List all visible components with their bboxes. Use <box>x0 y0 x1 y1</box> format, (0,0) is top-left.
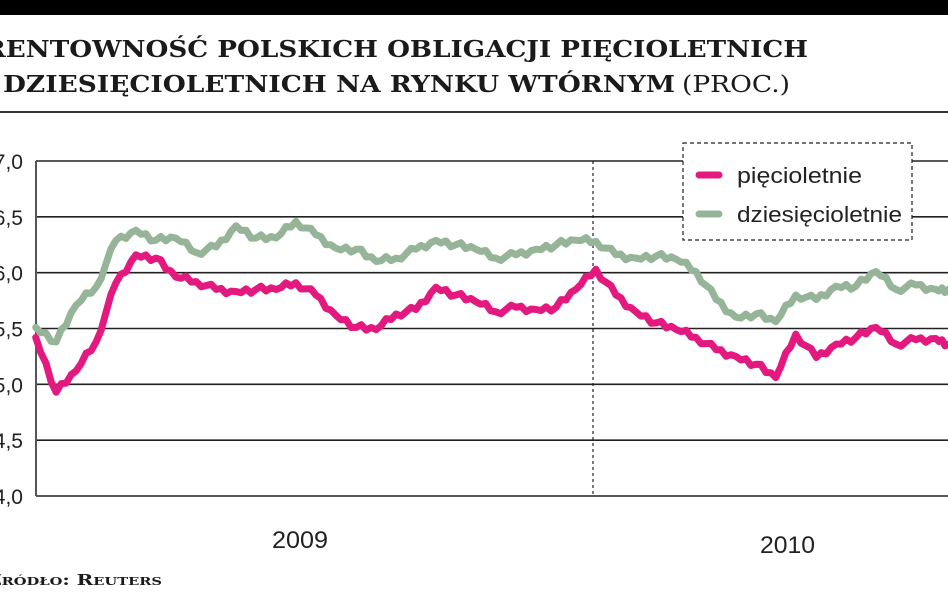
source-note: Źródło: Reuters <box>0 571 162 589</box>
y-tick-label: 4,5 <box>0 430 23 453</box>
y-tick-label: 5,5 <box>0 319 23 342</box>
x-tick-label-2009: 2009 <box>272 527 328 554</box>
y-tick-label: 7,0 <box>0 151 23 174</box>
y-tick-label: 6,5 <box>0 207 23 230</box>
chart-title-unit: (PROC.) <box>682 72 790 98</box>
gridlines <box>36 160 948 497</box>
legend: pięcioletnie dziesięcioletnie <box>682 142 913 241</box>
legend-label-pieciolenie: pięcioletnie <box>737 163 862 188</box>
chart-title-line1: RENTOWNOŚĆ POLSKICH OBLIGACJI PIĘCIOLETN… <box>0 36 808 63</box>
chart-title-line2: DZIESIĘCIOLETNICH NA RYNKU WTÓRNYM <box>3 71 675 98</box>
y-tick-labels: 7,0 6,5 6,0 5,5 5,0 4,5 4,0 <box>0 151 23 509</box>
y-tick-label: 6,0 <box>0 263 23 286</box>
legend-label-dziesiecioletnie: dziesięcioletnie <box>737 202 902 227</box>
top-bar <box>0 0 948 15</box>
legend-box <box>682 142 913 241</box>
y-tick-label: 4,0 <box>0 486 23 509</box>
series-line-dziesiecioletnie <box>32 217 948 346</box>
series-line-pieciolenie <box>32 251 948 396</box>
x-tick-label-2010: 2010 <box>760 532 815 559</box>
y-tick-label: 5,0 <box>0 374 23 397</box>
series-lines <box>32 217 948 396</box>
